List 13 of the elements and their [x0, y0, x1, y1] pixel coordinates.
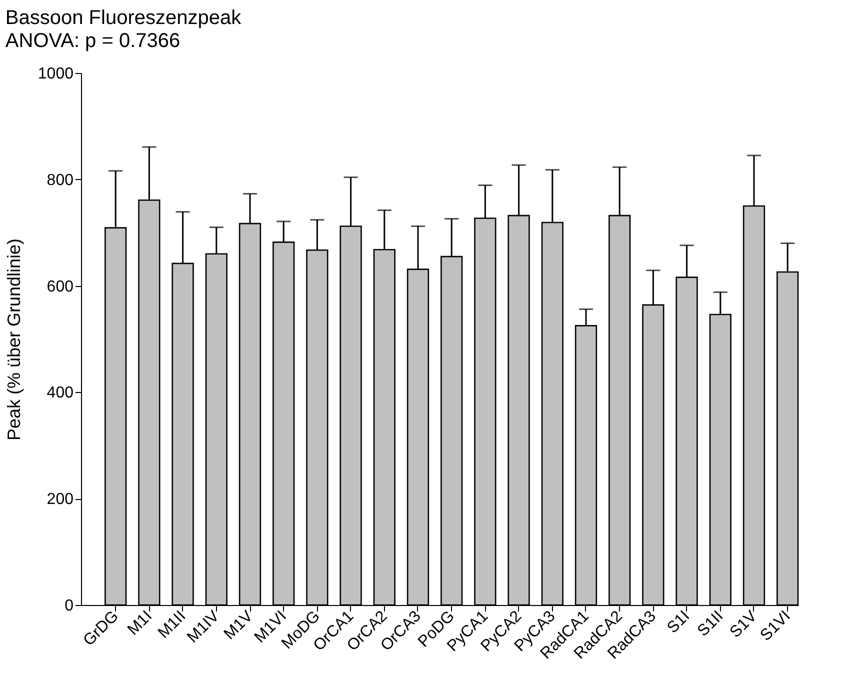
chart-subtitle: ANOVA: p = 0.7366	[5, 30, 180, 52]
y-tick-label: 800	[46, 172, 74, 189]
y-tick-label: 400	[46, 384, 74, 402]
x-tick-label: M1I	[124, 608, 156, 639]
x-tick-label: S1II	[694, 608, 727, 640]
y-tick-label: 0	[64, 598, 74, 614]
y-tick-label: 600	[46, 278, 74, 296]
x-tick-label: S1I	[664, 608, 694, 637]
x-tick-label: S1V	[726, 608, 761, 642]
y-tick-label: 200	[46, 491, 74, 508]
y-tick-label: 1000	[38, 66, 74, 82]
chart-title: Bassoon Fluoreszenzpeak	[5, 7, 242, 29]
y-axis-title: Peak (% über Grundlinie)	[4, 238, 24, 441]
